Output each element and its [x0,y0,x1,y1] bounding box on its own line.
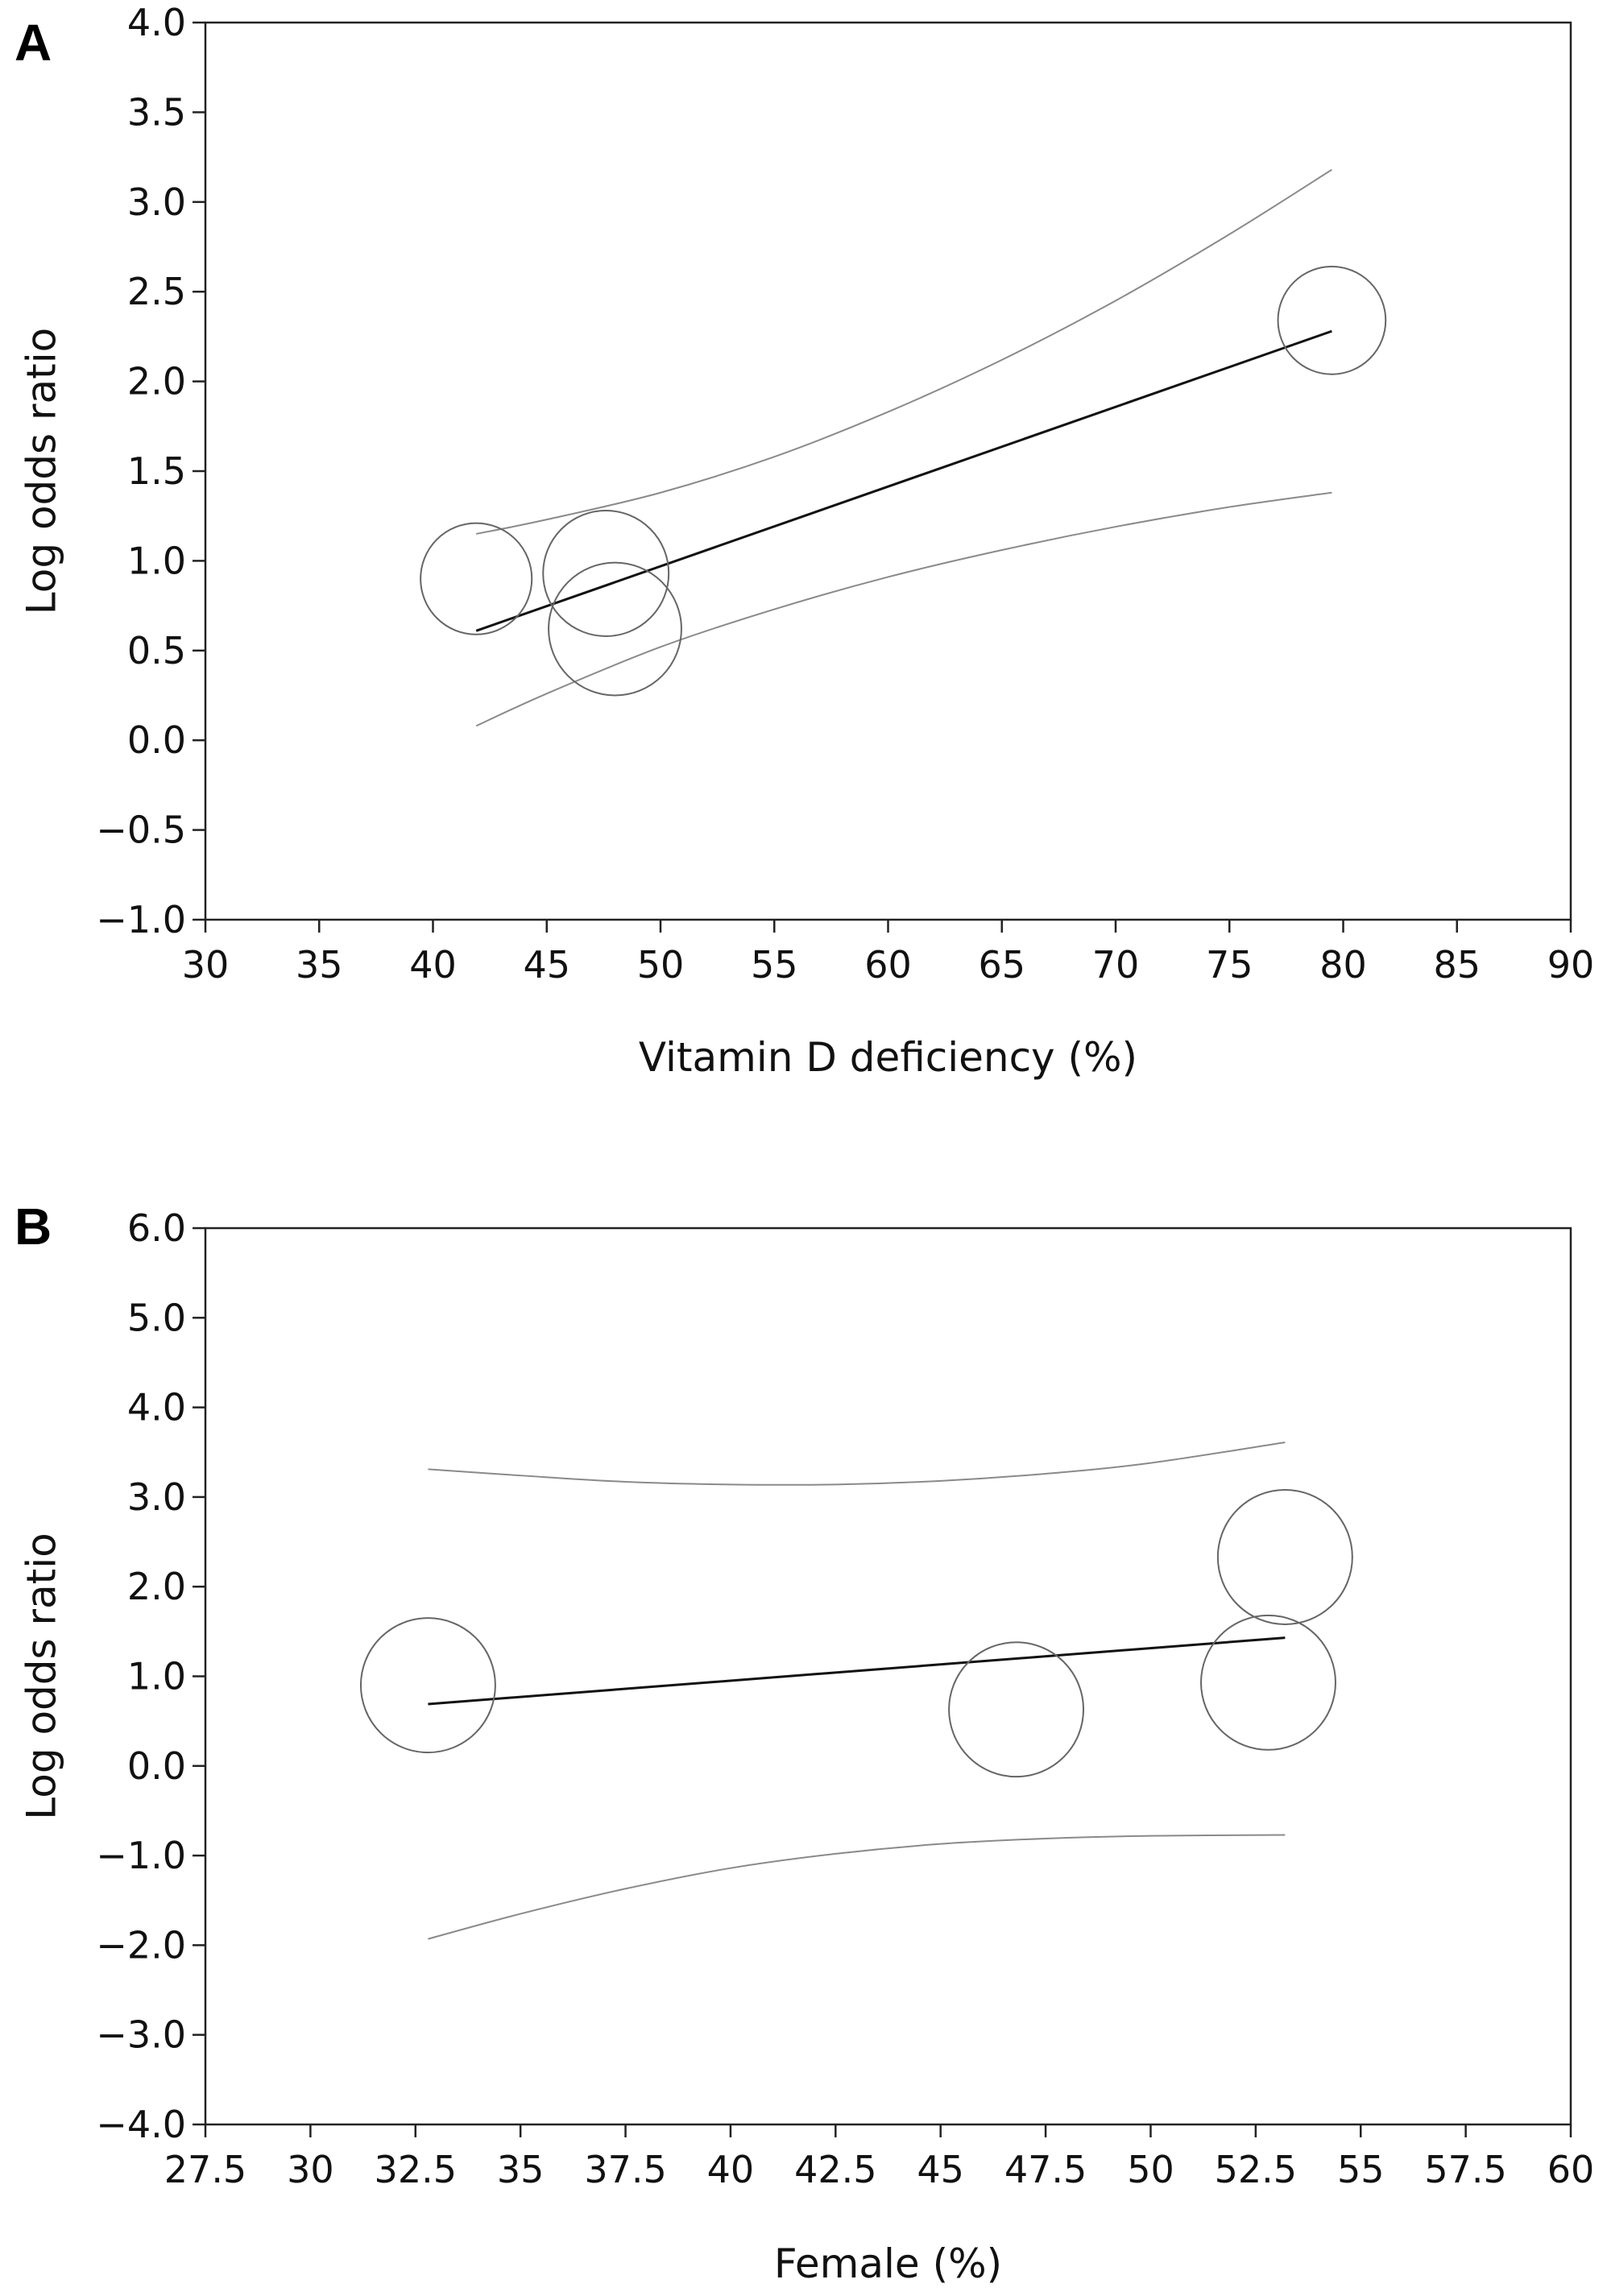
y-tick-label: 1.5 [127,449,186,493]
y-tick-label: −1.0 [96,1834,186,1877]
x-tick-label: 65 [978,943,1025,987]
x-tick-label: 60 [864,943,912,987]
y-tick-label: 3.0 [127,1475,186,1519]
ci-upper-line [475,168,1332,535]
y-axis-title-b: Log odds ratio [19,1533,65,1820]
x-tick-label: 37.5 [584,2148,666,2191]
x-tick-label: 80 [1319,943,1367,987]
study-bubble [542,510,670,637]
panel-label-b: B [14,1198,52,1256]
x-axis-ticks-b: 27.5 30 32.5 35 37.5 40 42.5 45 47.5 50 52.5 55 57.5… [164,2124,1594,2191]
y-tick-label: 3.0 [127,180,186,224]
y-tick-label: 0.0 [127,718,186,762]
x-tick-label: 40 [707,2148,755,2191]
y-tick-label: 1.0 [127,1655,186,1698]
study-bubble [1277,266,1387,375]
study-bubble [359,1617,496,1754]
regression-line [428,1636,1286,1706]
study-bubble [948,1641,1085,1778]
panel-label-a: A [14,14,52,72]
y-tick-label: −0.5 [96,809,186,852]
x-tick-label: 52.5 [1215,2148,1297,2191]
y-tick-label: −1.0 [96,898,186,941]
x-tick-label: 30 [182,943,230,987]
x-tick-label: 90 [1547,943,1595,987]
ci-lower-line [428,1834,1286,1940]
confidence-band-a [475,168,1332,727]
x-tick-label: 32.5 [375,2148,457,2191]
y-tick-label: −3.0 [96,2013,186,2057]
y-tick-label: −2.0 [96,1923,186,1967]
regression-line [475,329,1332,632]
x-tick-label: 45 [523,943,570,987]
y-tick-label: 4.0 [127,1386,186,1429]
x-tick-label: 55 [1337,2148,1385,2191]
y-tick-label: 2.0 [127,1565,186,1608]
x-tick-label: 30 [287,2148,334,2191]
x-tick-label: 40 [409,943,457,987]
study-bubble [420,522,533,635]
x-tick-label: 42.5 [794,2148,876,2191]
confidence-band-b [428,1442,1286,1940]
y-tick-label: 2.0 [127,360,186,403]
study-bubble [1200,1614,1336,1751]
y-axis-ticks-a: −1.0 −0.5 0.0 0.5 1.0 1.5 2.0 2.5 3.0 3.5 4.0 [96,1,205,941]
plot-frame-a [204,21,1572,921]
y-tick-label: 5.0 [127,1296,186,1339]
study-bubble [548,561,682,697]
x-tick-label: 35 [296,943,343,987]
x-tick-label: 27.5 [164,2148,246,2191]
x-tick-label: 50 [637,943,685,987]
y-tick-label: 1.0 [127,539,186,582]
panel-a: A 30 35 40 45 50 55 60 65 70 75 80 85 90 −1.0 −0.5 0.0… [14,1,1594,1081]
regression-line-b [428,1636,1286,1706]
study-bubbles-a [420,266,1387,697]
study-bubbles-b [359,1488,1353,1778]
x-tick-label: 60 [1547,2148,1595,2191]
x-axis-title-a: Vitamin D deficiency (%) [639,1034,1137,1081]
x-tick-label: 70 [1092,943,1140,987]
plot-frame-b [204,1227,1572,2126]
y-tick-label: 6.0 [127,1206,186,1250]
ci-lower-line [475,491,1332,727]
y-axis-ticks-b: −4.0 −3.0 −2.0 −1.0 0.0 1.0 2.0 3.0 4.0 5.0 6.0 [96,1206,205,2146]
x-tick-label: 47.5 [1004,2148,1087,2191]
y-tick-label: −4.0 [96,2103,186,2146]
y-tick-label: 0.5 [127,629,186,672]
x-tick-label: 55 [751,943,798,987]
x-tick-label: 75 [1206,943,1253,987]
y-axis-title-a: Log odds ratio [19,328,65,615]
x-axis-ticks-a: 30 35 40 45 50 55 60 65 70 75 80 85 90 [182,920,1595,987]
regression-line-a [475,329,1332,632]
x-tick-label: 45 [917,2148,964,2191]
ci-upper-line [428,1442,1286,1486]
y-tick-label: 4.0 [127,1,186,44]
x-axis-title-b: Female (%) [774,2240,1002,2287]
y-tick-label: 3.5 [127,90,186,134]
y-tick-label: 0.0 [127,1744,186,1788]
x-tick-label: 50 [1127,2148,1174,2191]
study-bubble [1216,1488,1353,1625]
x-tick-label: 85 [1433,943,1481,987]
x-tick-label: 57.5 [1424,2148,1506,2191]
panel-b: B 27.5 30 32.5 35 37.5 40 42.5 45 47.5 50 52.5 55 57… [14,1198,1594,2287]
x-tick-label: 35 [497,2148,545,2191]
y-tick-label: 2.5 [127,270,186,313]
